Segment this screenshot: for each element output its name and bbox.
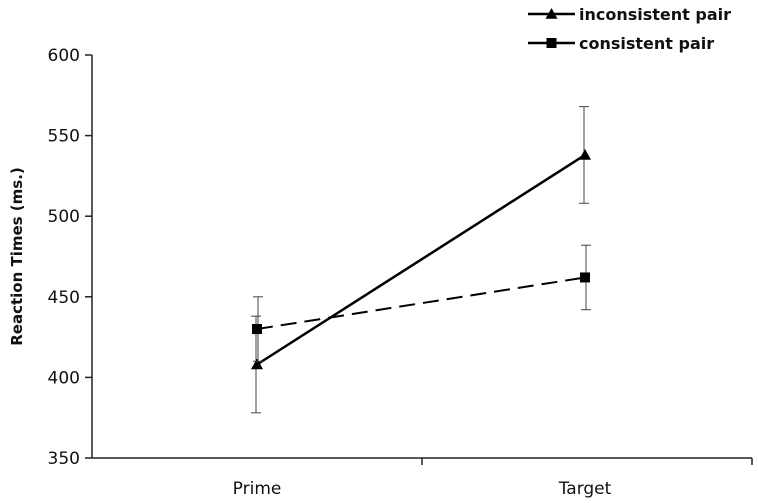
legend: inconsistent pair consistent pair [528,5,731,53]
x-tick-label: Target [558,479,612,499]
y-tick-label: 600 [48,46,80,66]
series-line [257,277,585,329]
y-tick-label: 550 [48,127,80,147]
y-tick-label: 350 [48,449,80,469]
series-line [257,155,585,365]
y-tick-label: 400 [48,368,80,388]
series-consistent-pair [252,245,591,361]
axes [92,55,752,458]
y-axis-ticks: 350 400 450 500 550 600 [48,46,92,469]
x-axis-ticks: Prime Target [233,458,752,499]
series-layer [251,107,591,413]
legend-marker [547,38,557,48]
data-point [579,149,591,160]
legend-item: inconsistent pair [528,5,731,24]
data-point [580,272,590,282]
data-point [251,359,263,370]
data-point [252,324,262,334]
y-axis-label: Reaction Times (ms.) [8,167,26,346]
legend-label: inconsistent pair [579,5,731,24]
series-inconsistent-pair [251,107,591,413]
legend-item: consistent pair [528,34,714,53]
y-tick-label: 450 [48,288,80,308]
x-tick-label: Prime [233,479,282,499]
legend-label: consistent pair [579,34,714,53]
y-tick-label: 500 [48,207,80,227]
